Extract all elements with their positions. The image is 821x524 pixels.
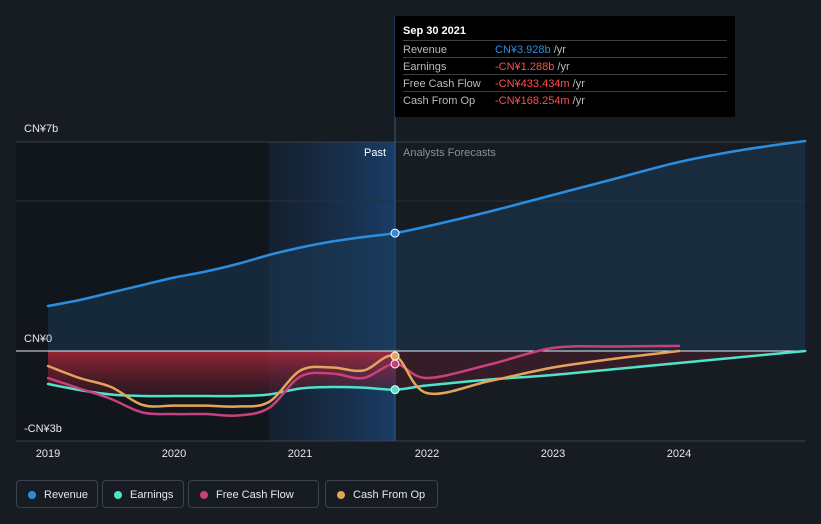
tooltip-label: Earnings <box>403 61 447 73</box>
series-line-3 <box>46 349 681 408</box>
x-tick-label-2019: 2019 <box>35 448 61 460</box>
legend-dot <box>200 491 208 499</box>
tooltip-unit: /yr <box>569 95 585 107</box>
tooltip-row-revenue: Revenue CN¥3.928b /yr <box>403 40 727 57</box>
tooltip-unit: /yr <box>569 78 585 90</box>
hover-marker-0 <box>390 228 400 238</box>
legend-item-revenue[interactable]: Revenue <box>16 480 98 508</box>
legend-item-free-cash-flow[interactable]: Free Cash Flow <box>188 480 319 508</box>
tooltip-row-cash-from-op: Cash From Op -CN¥168.254m /yr <box>403 91 727 108</box>
series-line-2 <box>46 344 681 417</box>
x-tick-label-2022: 2022 <box>414 448 440 460</box>
y-tick-label-zero: CN¥0 <box>24 333 53 345</box>
chart-tooltip: Sep 30 2021 Revenue CN¥3.928b /yr Earnin… <box>395 16 735 117</box>
tooltip-row-earnings: Earnings -CN¥1.288b /yr <box>403 57 727 74</box>
tooltip-row-free-cash-flow: Free Cash Flow -CN¥433.434m /yr <box>403 74 727 91</box>
x-tick-label-2023: 2023 <box>540 448 566 460</box>
x-tick-label-2020: 2020 <box>161 448 187 460</box>
legend-dot <box>337 491 345 499</box>
legend-dot <box>28 491 36 499</box>
tooltip-value: -CN¥433.434m <box>495 78 570 90</box>
forecast-region-label: Analysts Forecasts <box>403 147 496 159</box>
legend-label: Earnings <box>130 489 174 501</box>
past-region-label: Past <box>364 147 387 159</box>
legend-label: Free Cash Flow <box>216 489 294 501</box>
earnings-negative-area <box>48 351 396 397</box>
x-tick-label-2021: 2021 <box>287 448 313 460</box>
tooltip-label: Revenue <box>403 44 448 56</box>
tooltip-unit: /yr <box>550 44 566 56</box>
tooltip-value: -CN¥168.254m <box>495 95 570 107</box>
tooltip-date: Sep 30 2021 <box>403 25 466 37</box>
x-tick-label-2024: 2024 <box>666 448 692 460</box>
series-line-0 <box>46 139 807 308</box>
hover-marker-2 <box>390 359 400 369</box>
revenue-area <box>48 141 806 351</box>
legend-dot <box>114 491 122 499</box>
hover-marker-3 <box>390 351 400 361</box>
legend-item-cash-from-op[interactable]: Cash From Op <box>325 480 438 508</box>
hover-marker-1 <box>390 385 400 395</box>
tooltip-value: -CN¥1.288b <box>495 61 555 73</box>
tooltip-unit: /yr <box>554 61 570 73</box>
y-tick-label-top: CN¥7b <box>24 123 59 135</box>
y-tick-label-bottom: -CN¥3b <box>24 423 62 435</box>
legend-label: Revenue <box>44 489 89 501</box>
legend-label: Cash From Op <box>353 489 426 501</box>
tooltip-label: Free Cash Flow <box>403 78 481 90</box>
tooltip-label: Cash From Op <box>403 95 476 107</box>
tooltip-value: CN¥3.928b <box>495 44 551 56</box>
legend-item-earnings[interactable]: Earnings <box>102 480 184 508</box>
series-line-1 <box>46 349 807 398</box>
